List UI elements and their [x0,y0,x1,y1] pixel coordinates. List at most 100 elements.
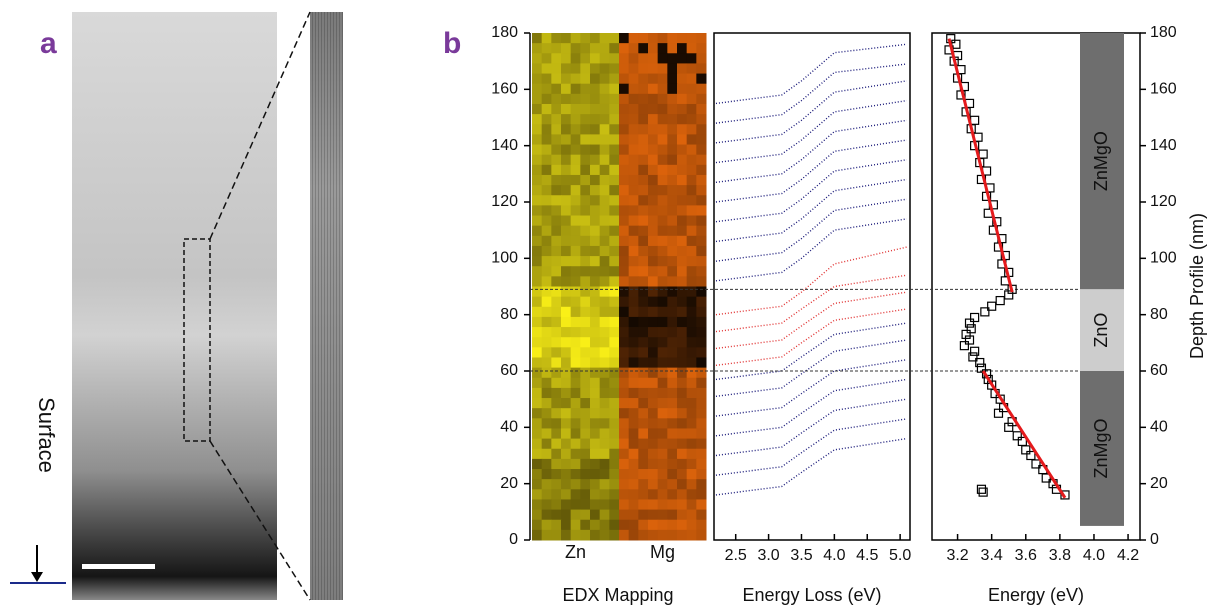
map-pixel [541,225,552,237]
map-pixel [541,428,552,440]
map-pixel [599,418,610,429]
map-pixel [619,114,630,125]
map-pixel [628,103,639,115]
map-pixel [657,398,668,409]
map-pixel [686,347,697,358]
spectrum [715,63,907,124]
map-pixel [532,103,543,115]
map-pixel [590,286,601,298]
map-pixel [590,296,601,308]
map-pixel [677,387,688,399]
map-pixel [561,327,572,338]
map-pixel [696,154,707,166]
map-pixel [580,337,591,348]
map-pixel [590,377,601,389]
map-pixel [677,509,688,521]
map-pixel [628,418,639,429]
map-pixel [561,245,572,257]
point [976,484,987,494]
map-pixel [619,174,630,186]
x-tick-label: 4.2 [1117,547,1139,564]
map-pixel [551,448,562,460]
map-pixel [580,357,591,369]
y-tick-label: 140 [491,137,518,154]
map-pixel [541,316,552,328]
map-pixel [561,266,572,277]
map-pixel [619,134,630,146]
map-pixel [638,469,649,480]
map-pixel [657,43,668,54]
map-pixel [541,53,552,64]
map-pixel [609,367,620,379]
map-pixel [657,235,668,247]
map-pixel [648,469,659,480]
map-pixel [570,347,581,358]
spectrum [715,398,907,457]
spectrum [715,378,907,437]
map-pixel [590,124,601,135]
map-pixel [686,256,697,267]
map-pixel [657,469,668,480]
map-pixel [619,428,630,440]
point [970,346,980,356]
arrow-head [31,572,43,582]
micrograph [72,12,277,600]
map-pixel [532,286,543,298]
map-pixel [580,256,591,267]
map-pixel [561,428,572,440]
map-pixel [648,479,659,490]
map-pixel [667,499,678,511]
map-pixel [580,154,591,166]
map-pixel [686,103,697,115]
map-pixel [551,367,562,379]
map-pixel [638,418,649,429]
map-pixel [551,164,562,176]
map-pixel [648,357,659,369]
map-pixel [541,327,552,338]
map-pixel [590,327,601,338]
map-pixel [561,347,572,358]
map-pixel [532,357,543,369]
map-pixel [570,53,581,64]
map-pixel [667,266,678,277]
map-pixel [609,387,620,399]
map-pixel [580,286,591,298]
spectrum [715,246,907,316]
map-pixel [561,225,572,237]
map-pixel [667,43,678,54]
spectrum [715,178,907,243]
map-pixel [638,124,649,135]
map-pixel [648,195,659,206]
map-pixel [599,337,610,348]
y-tick-label: 120 [491,193,518,210]
map-pixel [541,215,552,227]
map-pixel [532,469,543,480]
map-pixel [648,235,659,247]
map-pixel [638,327,649,338]
map-pixel [628,134,639,146]
map-pixel [590,134,601,146]
frame [931,32,1141,541]
map-pixel [599,33,610,44]
map-pixel [551,144,562,156]
spectrum [715,198,907,262]
map-pixel [580,245,591,257]
map-pixel [541,195,552,206]
map-pixel [551,134,562,146]
map-pixel [599,154,610,166]
map-pixel [657,225,668,237]
map-pixel [532,418,543,429]
map-pixel [696,195,707,206]
map-pixel [667,154,678,166]
y-tick-label: 80 [500,306,518,323]
map-pixel [570,33,581,44]
map-pixel [686,43,697,54]
map-pixel [628,398,639,409]
map-pixel [570,418,581,429]
map-pixel [667,438,678,450]
map-pixel [580,124,591,135]
map-pixel [541,114,552,125]
map-pixel [628,347,639,358]
map-pixel [599,93,610,105]
map-pixel [609,529,620,541]
